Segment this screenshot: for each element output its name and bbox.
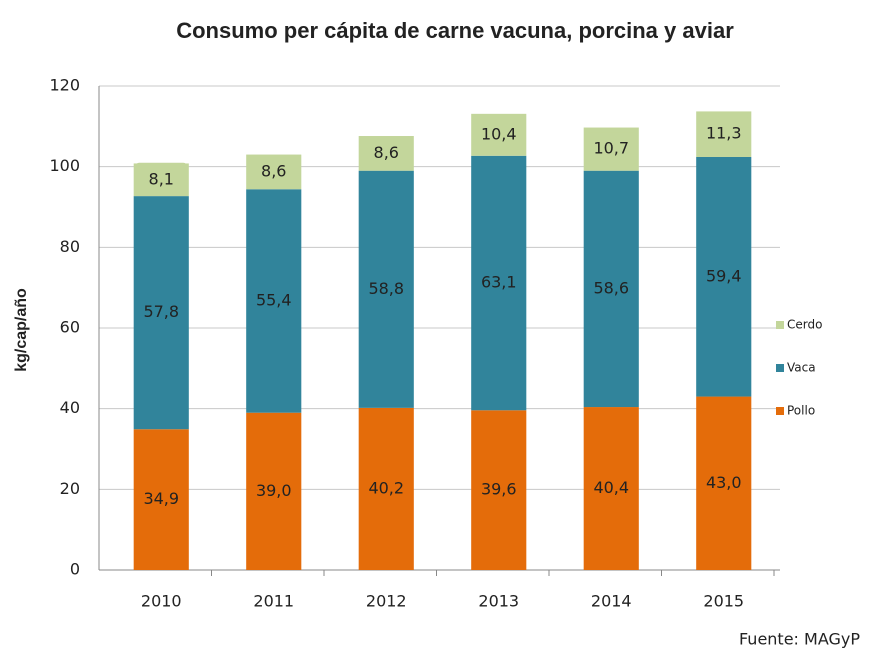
label-box xyxy=(697,117,750,150)
value-label: 63,1 xyxy=(481,273,517,292)
legend-label: Pollo xyxy=(787,404,815,418)
bar-segment xyxy=(583,407,639,570)
legend-swatch xyxy=(776,364,784,372)
x-tick-label: 2011 xyxy=(253,592,294,611)
value-label: 59,4 xyxy=(706,266,742,285)
value-label: 11,3 xyxy=(706,124,742,143)
x-tick-label: 2012 xyxy=(366,592,407,611)
x-tick-label: 2014 xyxy=(591,592,632,611)
bar-segment xyxy=(133,196,189,430)
y-tick-label: 120 xyxy=(49,76,80,95)
x-tick-label: 2013 xyxy=(478,592,519,611)
value-label: 10,4 xyxy=(481,124,517,143)
value-label: 39,0 xyxy=(256,481,292,500)
bar-segment xyxy=(696,156,752,397)
bar-segment xyxy=(696,396,752,570)
x-tick-label: 2015 xyxy=(703,592,744,611)
value-label: 55,4 xyxy=(256,290,292,309)
label-box xyxy=(247,154,300,187)
label-box xyxy=(585,132,638,165)
value-label: 58,6 xyxy=(593,278,629,297)
label-box xyxy=(360,136,413,169)
bar-segment xyxy=(358,407,414,570)
bar-segment xyxy=(246,412,302,570)
value-label: 10,7 xyxy=(593,139,629,158)
label-box xyxy=(135,162,188,195)
legend-label: Vaca xyxy=(787,361,816,375)
legend-swatch xyxy=(776,321,784,329)
label-box xyxy=(472,117,525,150)
value-label: 40,4 xyxy=(593,478,629,497)
value-label: 39,6 xyxy=(481,480,517,499)
y-axis-label: kg/cap/año xyxy=(13,288,30,372)
bar-segment xyxy=(583,170,639,408)
y-tick-label: 40 xyxy=(60,398,80,417)
chart-title: Consumo per cápita de carne vacuna, porc… xyxy=(176,18,734,43)
y-tick-label: 60 xyxy=(60,318,80,337)
value-label: 8,6 xyxy=(261,161,286,180)
value-label: 8,1 xyxy=(149,169,174,188)
bar-segment xyxy=(471,410,527,570)
y-tick-label: 100 xyxy=(49,156,80,175)
value-label: 40,2 xyxy=(368,478,404,497)
value-label: 57,8 xyxy=(143,302,179,321)
y-tick-label: 20 xyxy=(60,479,80,498)
source-note: Fuente: MAGyP xyxy=(739,630,860,649)
legend-swatch xyxy=(776,407,784,415)
legend-label: Cerdo xyxy=(787,318,822,332)
bar-segment xyxy=(133,429,189,570)
bar-segment xyxy=(246,189,302,413)
bar-segment xyxy=(471,155,527,411)
value-label: 8,6 xyxy=(374,143,399,162)
x-tick-label: 2010 xyxy=(141,592,182,611)
y-tick-label: 0 xyxy=(70,560,80,579)
bar-segment xyxy=(358,170,414,408)
y-tick-label: 80 xyxy=(60,237,80,256)
value-label: 43,0 xyxy=(706,473,742,492)
value-label: 58,8 xyxy=(368,279,404,298)
value-label: 34,9 xyxy=(143,489,179,508)
